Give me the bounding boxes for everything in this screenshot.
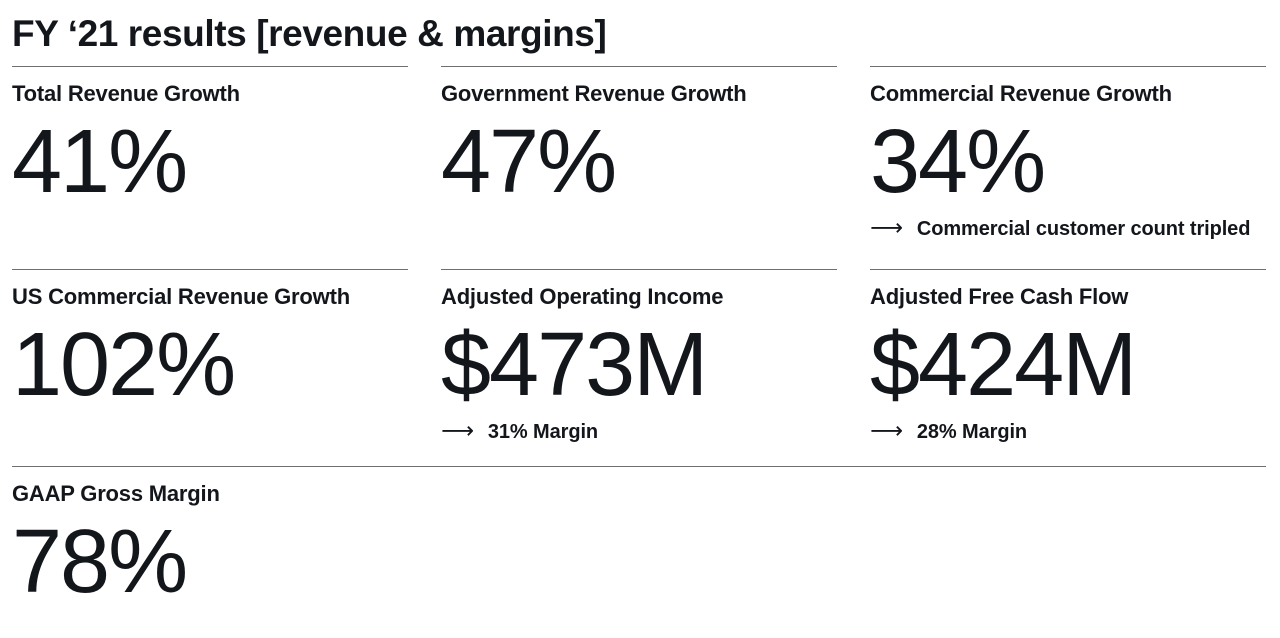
- metrics-grid: Total Revenue Growth 41% Government Reve…: [12, 66, 1266, 611]
- metric-label: Commercial Revenue Growth: [870, 81, 1172, 106]
- metric-note-text: 31% Margin: [487, 421, 599, 443]
- metric-card-adjusted-operating-income: Adjusted Operating Income $473M ⟶ 31% Ma…: [441, 269, 837, 466]
- long-right-arrow-icon: ⟶: [870, 215, 903, 241]
- metric-value: $424M: [870, 315, 1137, 415]
- metric-value: 47%: [441, 112, 617, 212]
- metric-value: 41%: [12, 112, 188, 212]
- metric-card-total-revenue-growth: Total Revenue Growth 41%: [12, 66, 408, 269]
- metric-value: 34%: [870, 112, 1046, 212]
- metric-label: Total Revenue Growth: [12, 81, 240, 106]
- metric-label: Government Revenue Growth: [441, 81, 747, 106]
- metric-value: $473M: [441, 315, 708, 415]
- metric-card-us-commercial-revenue-growth: US Commercial Revenue Growth 102%: [12, 269, 408, 466]
- metric-note: ⟶ 31% Margin: [441, 418, 837, 445]
- metric-value: 78%: [12, 512, 188, 611]
- metric-card-commercial-revenue-growth: Commercial Revenue Growth 34% ⟶ Commerci…: [870, 66, 1266, 269]
- metric-card-gaap-gross-margin: GAAP Gross Margin 78%: [12, 466, 1266, 611]
- long-right-arrow-icon: ⟶: [441, 418, 474, 444]
- metric-label: US Commercial Revenue Growth: [12, 284, 350, 309]
- metric-card-government-revenue-growth: Government Revenue Growth 47%: [441, 66, 837, 269]
- metric-label: GAAP Gross Margin: [12, 481, 220, 506]
- page-title: FY ‘21 results [revenue & margins]: [12, 13, 607, 54]
- metric-note: ⟶ Commercial customer count tripled: [870, 215, 1266, 242]
- metric-note-text: 28% Margin: [916, 421, 1028, 443]
- long-right-arrow-icon: ⟶: [870, 418, 903, 444]
- metric-note-text: Commercial customer count tripled: [916, 218, 1251, 240]
- metric-label: Adjusted Operating Income: [441, 284, 724, 309]
- metric-note: ⟶ 28% Margin: [870, 418, 1266, 445]
- metric-card-adjusted-free-cash-flow: Adjusted Free Cash Flow $424M ⟶ 28% Marg…: [870, 269, 1266, 466]
- metric-label: Adjusted Free Cash Flow: [870, 284, 1129, 309]
- metric-value: 102%: [12, 315, 236, 415]
